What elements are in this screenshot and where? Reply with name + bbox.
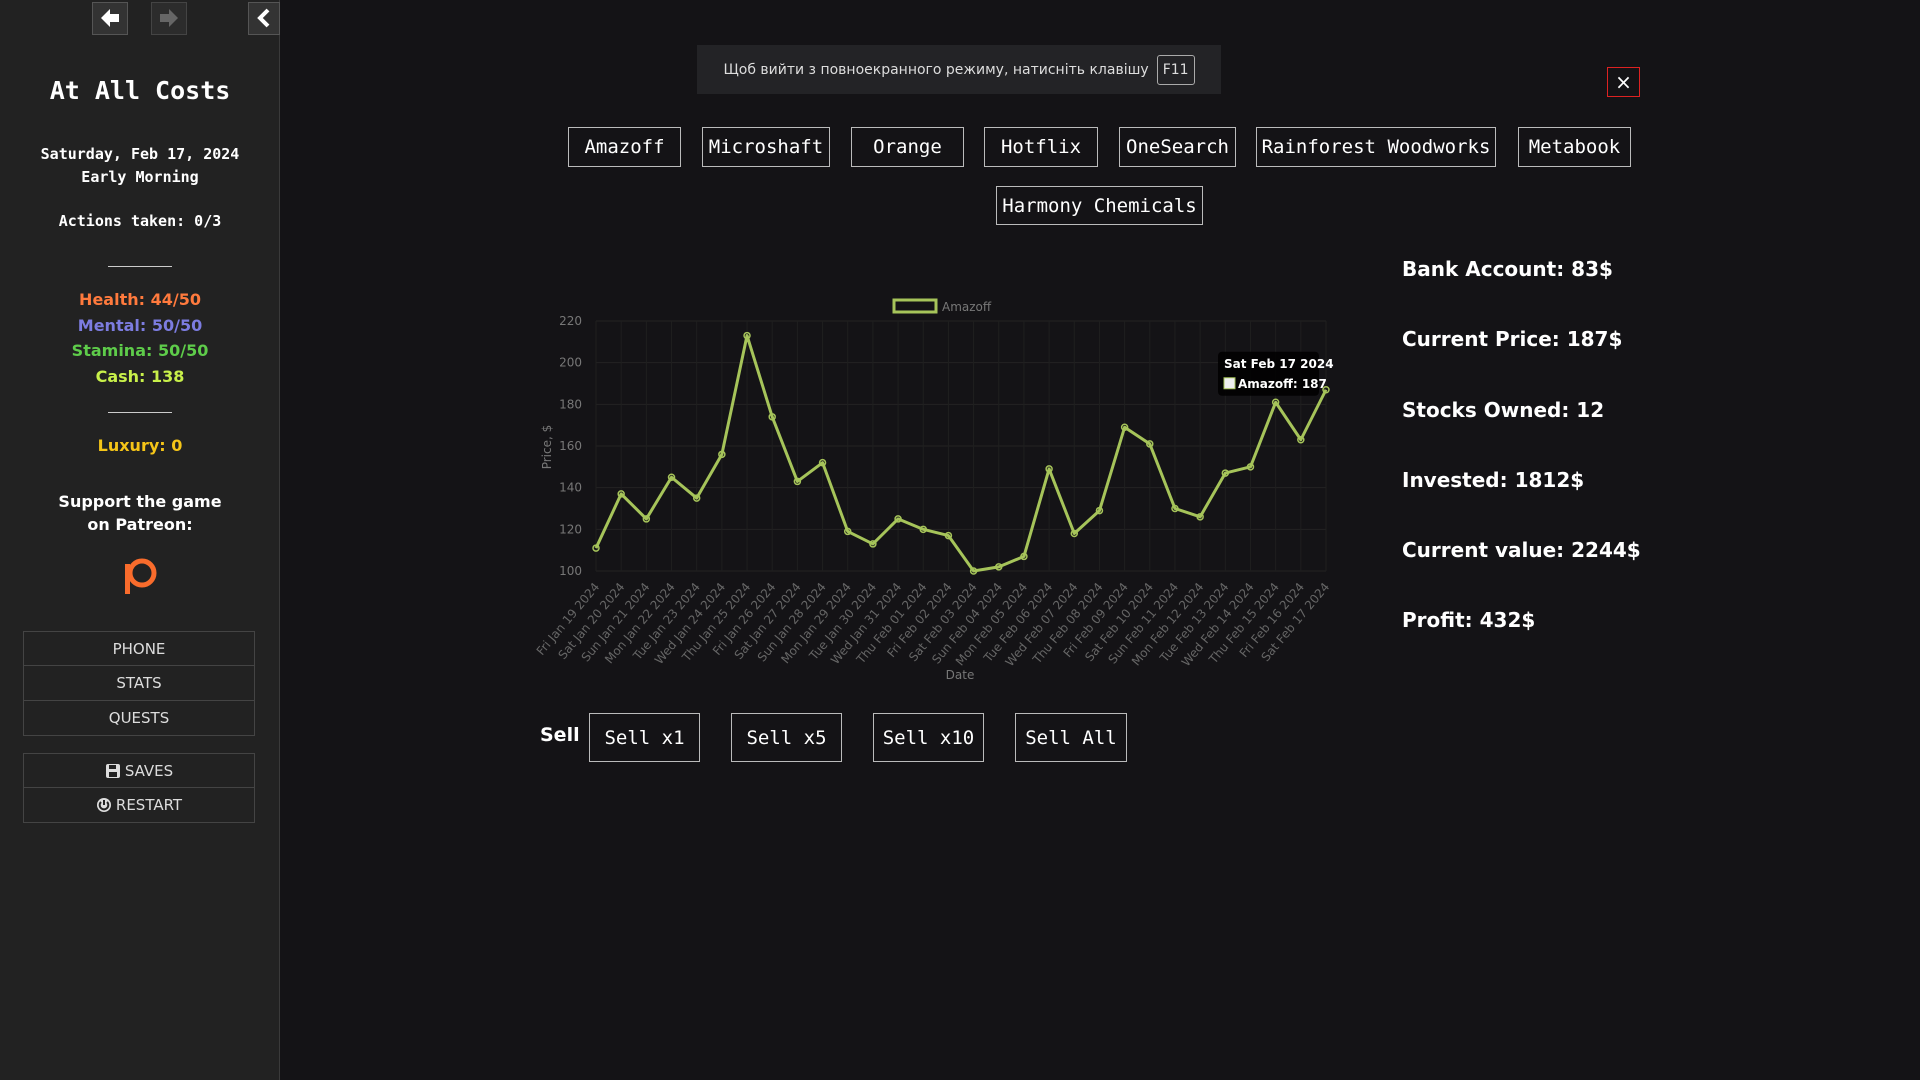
company-button[interactable]: Hotflix bbox=[984, 127, 1098, 167]
company-button[interactable]: OneSearch bbox=[1119, 127, 1236, 167]
price-point bbox=[919, 525, 927, 534]
price-point bbox=[1020, 552, 1028, 561]
company-button[interactable]: Orange bbox=[851, 127, 964, 167]
divider bbox=[108, 266, 172, 267]
sell-button[interactable]: Sell All bbox=[1015, 713, 1127, 762]
price-point bbox=[1221, 469, 1230, 477]
y-tick-label: 180 bbox=[559, 397, 582, 411]
y-tick-label: 100 bbox=[559, 564, 582, 578]
company-button[interactable]: Metabook bbox=[1518, 127, 1631, 167]
patreon-icon[interactable] bbox=[121, 556, 159, 596]
divider bbox=[108, 412, 172, 413]
time-of-day: Early Morning bbox=[81, 168, 199, 186]
price-point bbox=[1146, 440, 1154, 448]
sell-button[interactable]: Sell x10 bbox=[873, 713, 984, 762]
forward-button[interactable] bbox=[151, 2, 187, 35]
y-tick-label: 220 bbox=[559, 314, 582, 328]
price-line bbox=[594, 334, 1328, 573]
quests-button[interactable]: QUESTS bbox=[23, 701, 255, 736]
price-point bbox=[869, 540, 877, 548]
price-point bbox=[793, 477, 802, 486]
price-point bbox=[894, 515, 902, 523]
restart-label: RESTART bbox=[115, 796, 183, 814]
company-button[interactable]: Microshaft bbox=[702, 127, 830, 167]
restart-button[interactable]: RESTART bbox=[23, 788, 255, 823]
price-point bbox=[1322, 386, 1330, 394]
y-axis-label: Price, $ bbox=[540, 425, 554, 470]
y-tick-label: 200 bbox=[559, 356, 582, 370]
company-button[interactable]: Rainforest Woodworks bbox=[1256, 127, 1496, 167]
price-point bbox=[1045, 465, 1053, 473]
price-point bbox=[667, 473, 676, 481]
notice-text: Щоб вийти з повноекранного режиму, натис… bbox=[723, 61, 1149, 78]
sell-label: Sell bbox=[540, 724, 580, 746]
key-hint: F11 bbox=[1156, 54, 1195, 85]
phone-button[interactable]: PHONE bbox=[23, 631, 255, 666]
close-button[interactable]: × bbox=[1607, 67, 1640, 97]
current-price: Current Price: 187$ bbox=[1402, 327, 1623, 351]
support-text: Support the game on Patreon: bbox=[58, 492, 222, 534]
y-tick-label: 160 bbox=[559, 439, 582, 453]
price-point bbox=[718, 450, 726, 459]
sell-button[interactable]: Sell x5 bbox=[731, 713, 842, 762]
price-point bbox=[1196, 513, 1204, 521]
price-point bbox=[995, 563, 1003, 571]
profit: Profit: 432$ bbox=[1402, 608, 1536, 632]
actions: Actions taken: 0/3 bbox=[58, 212, 222, 230]
price-point bbox=[743, 331, 751, 340]
price-point bbox=[843, 527, 852, 536]
price-point bbox=[1095, 506, 1104, 515]
mental: Mental: 50/50 bbox=[77, 316, 203, 335]
stamina: Stamina: 50/50 bbox=[71, 341, 209, 360]
sidebar: At All Costs Saturday, Feb 17, 2024 Earl… bbox=[0, 0, 280, 1080]
back-button[interactable] bbox=[92, 2, 128, 35]
price-point bbox=[692, 494, 701, 502]
bank-account: Bank Account: 83$ bbox=[1402, 257, 1613, 281]
x-axis-label: Date bbox=[946, 668, 975, 682]
invested: Invested: 1812$ bbox=[1402, 468, 1585, 492]
health: Health: 44/50 bbox=[79, 290, 201, 309]
tooltip bbox=[1218, 351, 1319, 396]
price-point bbox=[617, 490, 625, 498]
price-point bbox=[818, 458, 827, 467]
legend-swatch bbox=[892, 298, 938, 314]
y-tick-label: 140 bbox=[559, 481, 582, 495]
tooltip-title: Sat Feb 17 2024 bbox=[1224, 357, 1334, 371]
y-tick-label: 120 bbox=[559, 522, 582, 536]
tooltip-swatch bbox=[1223, 377, 1236, 390]
tooltip-label: Amazoff: 187 bbox=[1238, 377, 1327, 391]
game-title: At All Costs bbox=[49, 76, 231, 105]
company-button[interactable]: Amazoff bbox=[568, 127, 681, 167]
collapse-button[interactable] bbox=[248, 2, 280, 35]
luxury: Luxury: 0 bbox=[97, 436, 183, 455]
price-point bbox=[1120, 423, 1129, 431]
company-button[interactable]: Harmony Chemicals bbox=[996, 186, 1203, 225]
saves-label: SAVES bbox=[124, 761, 174, 780]
price-point bbox=[642, 515, 651, 523]
stocks-owned: Stocks Owned: 12 bbox=[1402, 398, 1605, 422]
price-point bbox=[768, 413, 776, 421]
current-value: Current value: 2244$ bbox=[1402, 538, 1641, 562]
price-point bbox=[969, 567, 978, 575]
sell-button[interactable]: Sell x1 bbox=[589, 713, 700, 762]
price-point bbox=[1271, 398, 1280, 406]
legend-label: Amazoff bbox=[942, 300, 992, 314]
price-point bbox=[1297, 436, 1305, 444]
price-point bbox=[592, 544, 600, 552]
price-point bbox=[1246, 463, 1255, 471]
stats-button[interactable]: STATS bbox=[23, 666, 255, 701]
saves-button[interactable]: SAVES bbox=[23, 753, 255, 788]
price-point bbox=[1171, 504, 1179, 513]
price-point bbox=[1070, 529, 1079, 538]
price-point bbox=[944, 531, 953, 540]
date: Saturday, Feb 17, 2024 bbox=[40, 145, 240, 163]
fullscreen-notice: Щоб вийти з повноекранного режиму, натис… bbox=[697, 45, 1221, 94]
cash: Cash: 138 bbox=[95, 367, 185, 386]
